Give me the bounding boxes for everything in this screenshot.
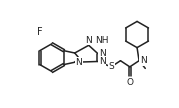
Text: S: S (108, 62, 114, 71)
Text: N: N (140, 56, 147, 65)
Text: N: N (99, 49, 106, 58)
Text: N: N (99, 57, 106, 66)
Text: N: N (76, 58, 82, 67)
Text: NH: NH (95, 36, 108, 44)
Text: F: F (37, 27, 42, 37)
Text: O: O (126, 78, 133, 87)
Text: N: N (85, 36, 92, 44)
